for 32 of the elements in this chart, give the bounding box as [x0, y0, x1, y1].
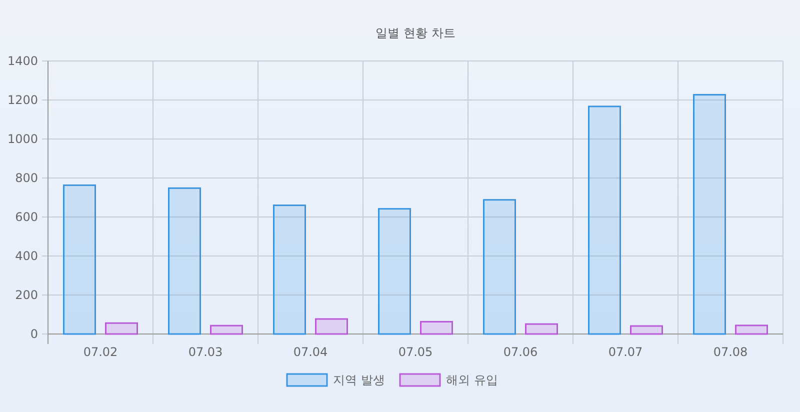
x-tick-label: 07.04 — [293, 345, 328, 359]
x-tick-label: 07.03 — [188, 345, 223, 359]
bar — [378, 208, 411, 335]
bar — [105, 322, 138, 335]
x-tick-label: 07.06 — [503, 345, 538, 359]
bar — [483, 199, 516, 335]
legend-label: 해외 유입 — [446, 373, 498, 387]
y-tick-label: 600 — [15, 210, 38, 224]
bar — [168, 187, 201, 335]
y-tick-label: 1400 — [7, 54, 38, 68]
bar — [315, 318, 348, 335]
x-tick-label: 07.08 — [713, 345, 748, 359]
y-tick-label: 200 — [15, 288, 38, 302]
y-tick-label: 1000 — [7, 132, 38, 146]
x-tick-label: 07.05 — [398, 345, 433, 359]
y-tick-label: 0 — [30, 327, 38, 341]
x-tick-label: 07.07 — [608, 345, 643, 359]
bar — [273, 204, 306, 335]
x-tick-label: 07.02 — [83, 345, 118, 359]
legend-label: 지역 발생 — [333, 373, 385, 387]
bar — [525, 323, 558, 335]
chart-title: 일별 현황 차트 — [376, 26, 456, 40]
bar — [420, 320, 453, 335]
bar — [63, 184, 96, 335]
bar — [588, 106, 621, 335]
bar — [693, 94, 726, 335]
bar — [735, 324, 768, 335]
bar — [210, 324, 243, 335]
y-tick-label: 400 — [15, 249, 38, 263]
y-tick-label: 1200 — [7, 93, 38, 107]
y-tick-label: 800 — [15, 171, 38, 185]
bar — [630, 325, 663, 335]
